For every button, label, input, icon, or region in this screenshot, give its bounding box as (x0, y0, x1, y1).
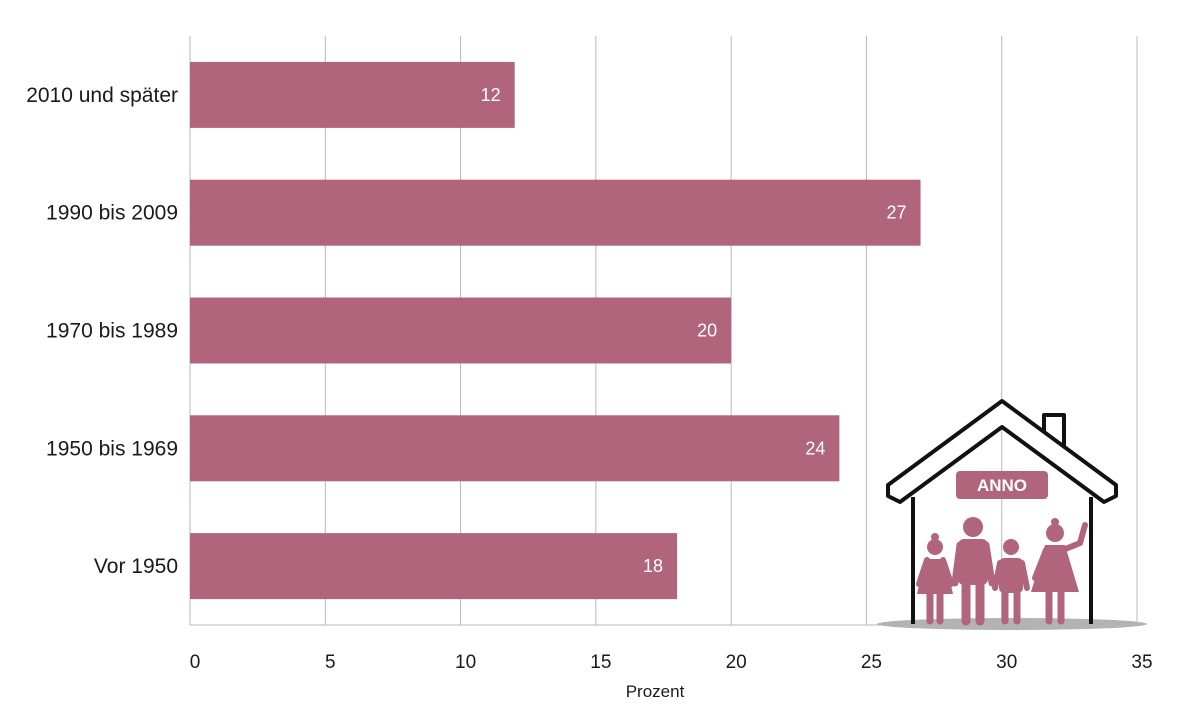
bars: 12 27 20 24 18 (190, 61, 921, 600)
anno-badge (956, 471, 1048, 499)
category-label: 2010 und später (26, 84, 178, 107)
data-label: 18 (643, 556, 663, 576)
category-label: Vor 1950 (94, 555, 178, 578)
bar (190, 533, 678, 600)
x-tick-label: 5 (325, 652, 336, 673)
data-label: 24 (805, 438, 825, 458)
x-tick-label: 10 (455, 652, 476, 673)
house-shadow (877, 618, 1147, 630)
data-label: 12 (481, 85, 501, 105)
x-tick-label: 30 (996, 652, 1017, 673)
x-axis-title: Prozent (626, 682, 685, 701)
family-figures (916, 517, 1088, 626)
house-walls (911, 497, 1093, 624)
bar (190, 61, 515, 128)
category-labels: 2010 und später 1990 bis 2009 1970 bis 198… (26, 84, 178, 578)
x-tick-label: 35 (1131, 652, 1152, 673)
bar (190, 179, 921, 246)
bar (190, 415, 840, 482)
x-tick-label: 25 (861, 652, 882, 673)
category-label: 1990 bis 2009 (46, 202, 178, 225)
category-label: 1950 bis 1969 (46, 437, 178, 460)
tick-labels: 0 5 10 15 20 25 30 35 (190, 652, 1153, 673)
data-label: 20 (697, 321, 717, 341)
x-tick-label: 20 (726, 652, 747, 673)
x-tick-label: 0 (190, 652, 201, 673)
category-label: 1970 bis 1989 (46, 320, 178, 343)
data-label: 27 (887, 203, 907, 223)
bar (190, 297, 732, 364)
x-tick-label: 15 (590, 652, 611, 673)
roof (886, 399, 1118, 504)
anno-badge-text: ANNO (977, 476, 1027, 495)
house-family-icon: ANNO (877, 399, 1147, 630)
